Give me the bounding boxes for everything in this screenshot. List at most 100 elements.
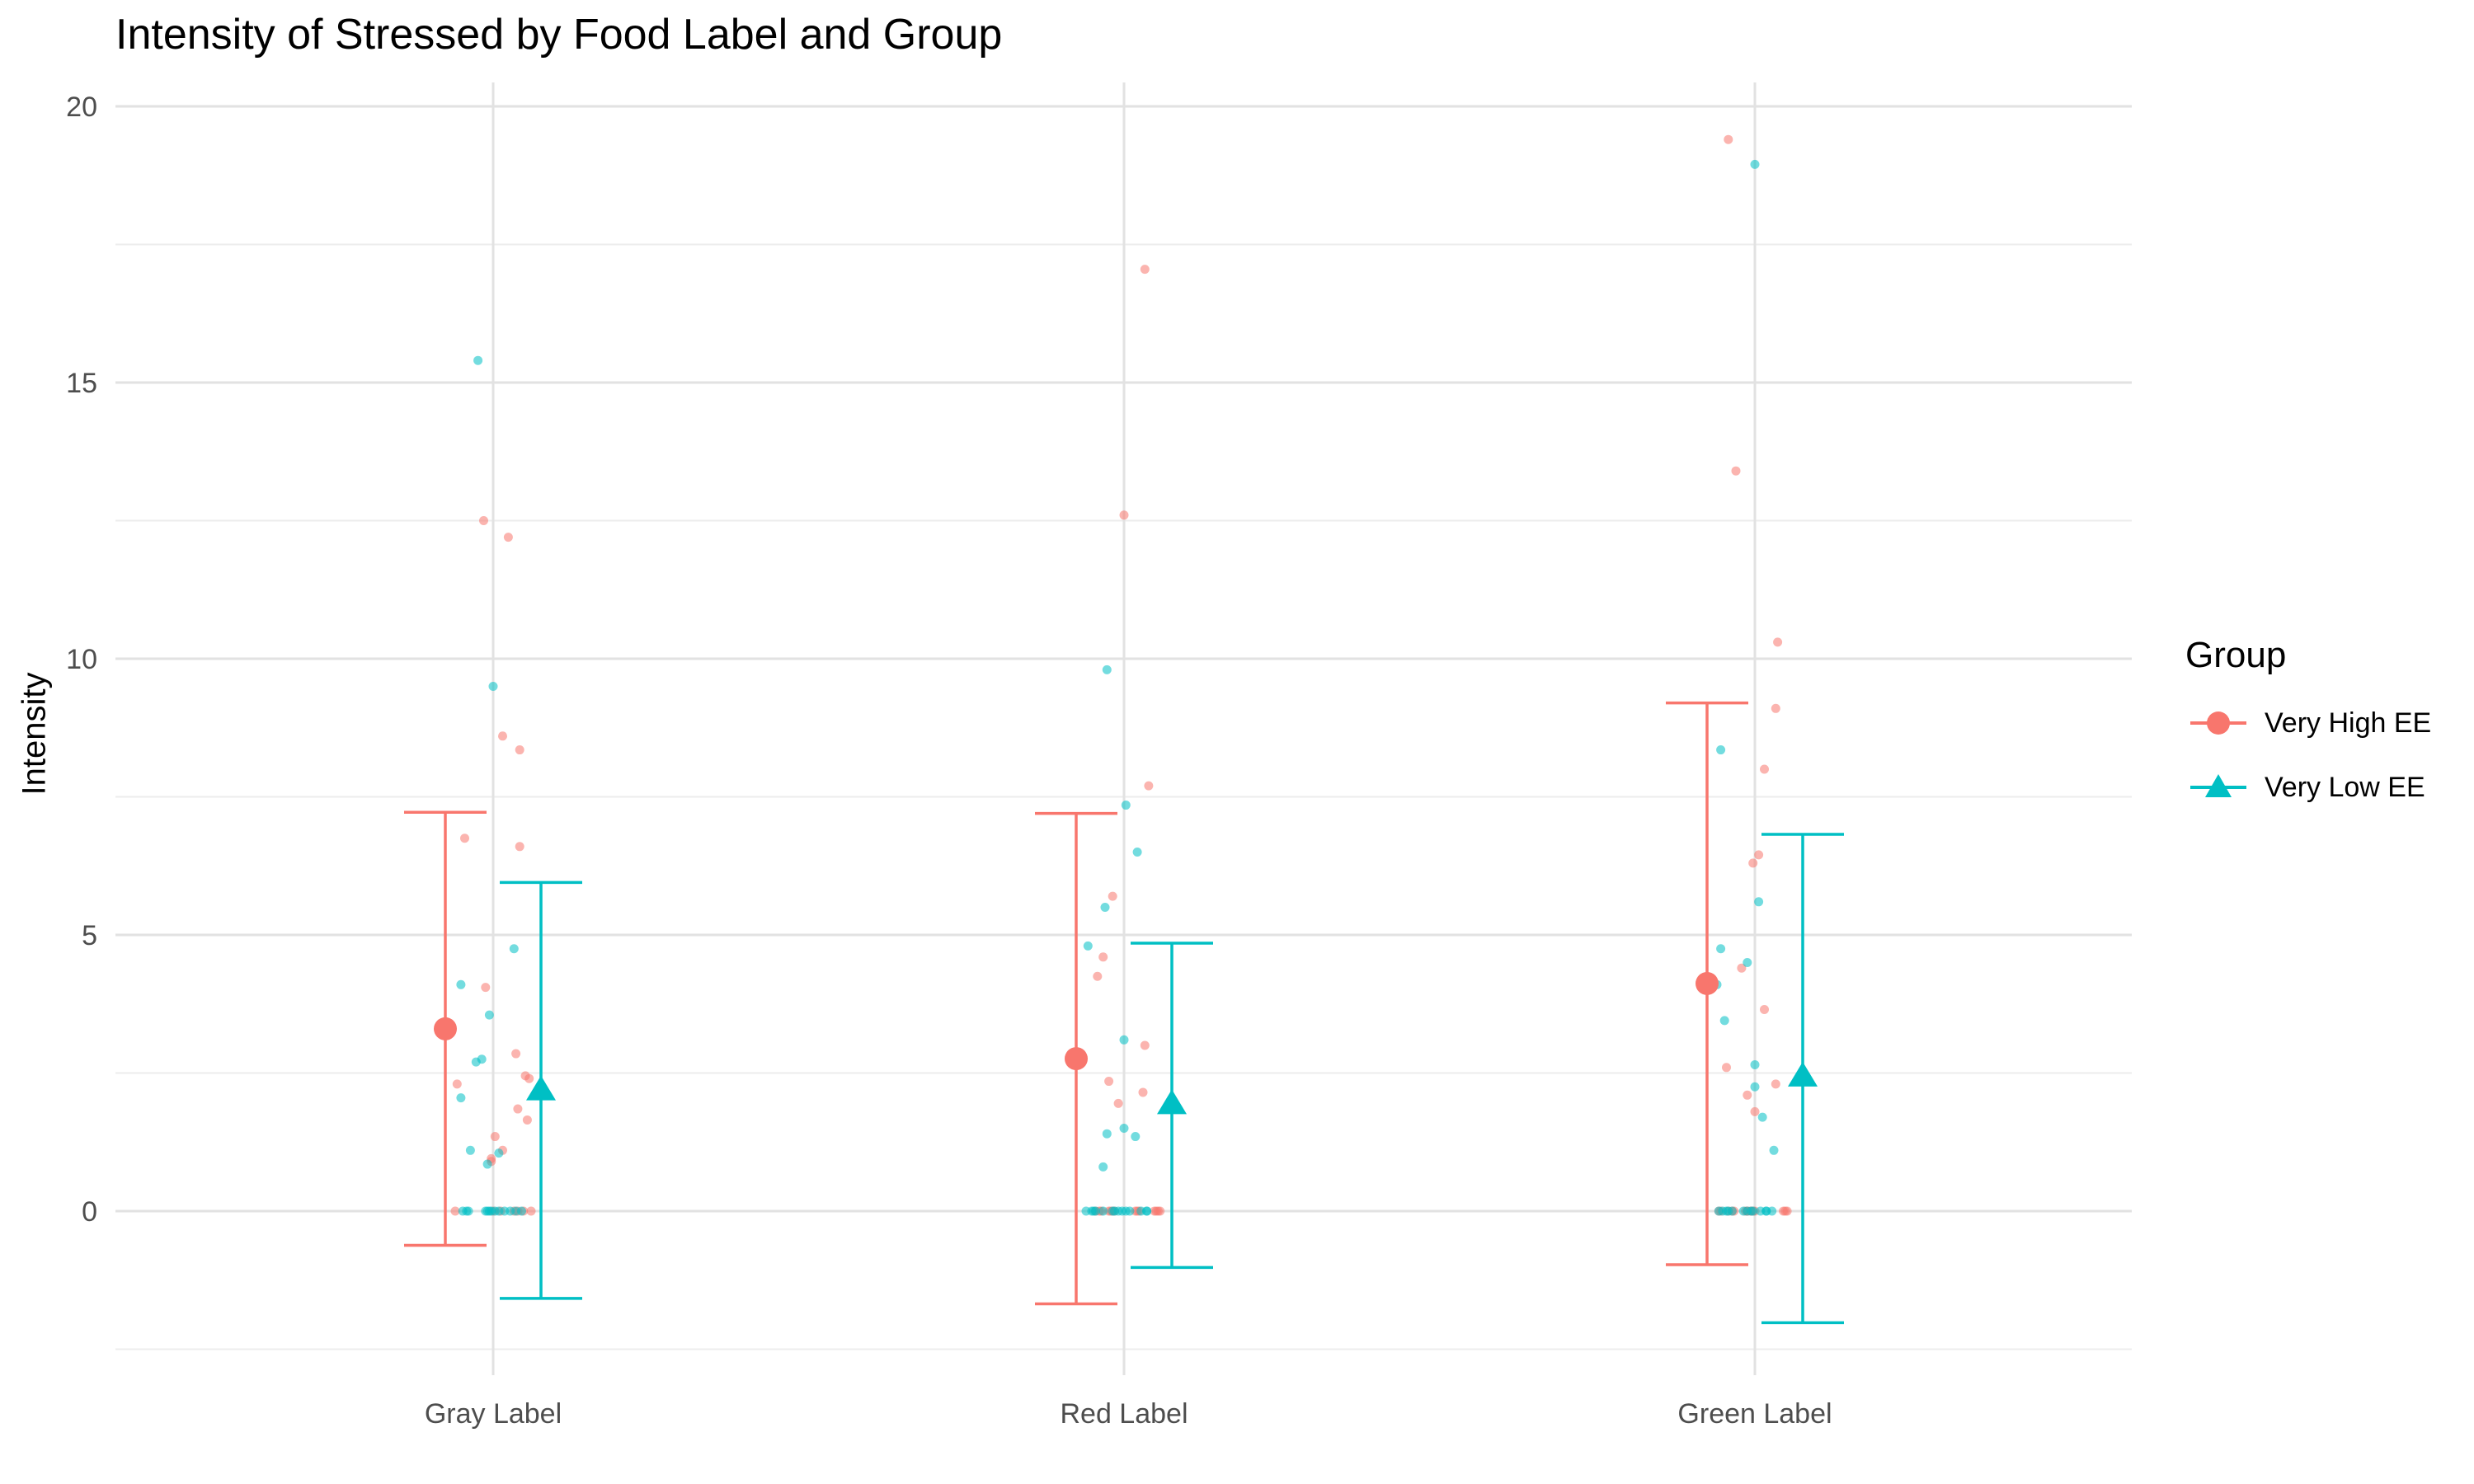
data-point — [1098, 952, 1108, 962]
data-point — [1100, 903, 1110, 912]
data-point — [450, 1206, 460, 1216]
mean-marker — [1065, 1047, 1088, 1071]
mean-marker — [1696, 971, 1719, 995]
data-point — [509, 944, 519, 954]
y-tick-label: 0 — [82, 1196, 97, 1228]
data-point — [1748, 858, 1758, 868]
y-tick-label: 10 — [66, 644, 97, 675]
data-point — [1767, 1206, 1777, 1216]
summary-marks — [404, 701, 1844, 1325]
data-point — [1083, 941, 1093, 951]
data-point — [1093, 971, 1103, 981]
data-point — [1140, 265, 1150, 275]
data-point — [1132, 848, 1142, 857]
data-point — [1108, 891, 1117, 901]
data-point — [1719, 1016, 1729, 1026]
data-point — [1771, 703, 1780, 713]
data-point — [511, 1049, 521, 1059]
data-point — [1113, 1098, 1123, 1108]
data-point — [515, 842, 524, 852]
data-point — [1754, 850, 1764, 860]
data-point — [1743, 958, 1752, 967]
data-point — [1750, 1082, 1760, 1092]
data-point — [1760, 1004, 1769, 1014]
mean-marker — [526, 1075, 556, 1101]
data-point — [1750, 1106, 1760, 1116]
data-point — [1155, 1206, 1165, 1216]
data-point — [481, 983, 491, 993]
data-point — [1731, 466, 1741, 476]
data-point — [1750, 159, 1760, 169]
x-tick-label: Red Label — [1060, 1398, 1188, 1430]
data-point — [1727, 1206, 1737, 1216]
data-point — [1782, 1206, 1792, 1216]
data-point — [526, 1206, 536, 1216]
data-point — [1098, 1162, 1108, 1172]
grid-lines — [115, 82, 2132, 1375]
data-point — [1773, 637, 1783, 647]
data-point — [1119, 510, 1129, 520]
data-point — [1750, 1059, 1760, 1069]
data-points — [450, 134, 1792, 1216]
data-point — [1119, 1035, 1129, 1045]
data-point — [473, 355, 483, 365]
y-tick-label: 5 — [82, 920, 97, 951]
data-point — [1102, 1129, 1112, 1139]
data-point — [498, 731, 507, 741]
data-point — [1121, 801, 1131, 810]
y-tick-label: 15 — [66, 368, 97, 399]
data-point — [1102, 665, 1112, 674]
legend-label: Very Low EE — [2265, 771, 2425, 803]
data-point — [452, 1079, 462, 1089]
data-point — [1142, 1206, 1152, 1216]
data-point — [517, 1206, 526, 1216]
axis-labels: 0 5 10 15 20 Gray Label Red Label Green Label — [66, 92, 1832, 1430]
data-point — [482, 1159, 492, 1169]
x-tick-label: Gray Label — [425, 1398, 562, 1430]
data-point — [1140, 1040, 1150, 1050]
legend: Group Very High EE Very Low EE — [2185, 635, 2431, 819]
data-point — [503, 533, 513, 542]
data-point — [490, 1132, 500, 1142]
y-tick-label: 20 — [66, 92, 97, 123]
circle-marker-icon — [2190, 711, 2246, 735]
data-point — [1737, 963, 1747, 973]
data-point — [1138, 1087, 1148, 1097]
legend-title: Group — [2185, 635, 2287, 675]
chart-title: Intensity of Stressed by Food Label and … — [115, 11, 1003, 59]
data-point — [1743, 1090, 1752, 1100]
data-point — [515, 745, 524, 755]
legend-item-very-high-ee: Very High EE — [2185, 691, 2431, 755]
data-point — [522, 1115, 532, 1125]
data-point — [1769, 1145, 1779, 1155]
data-point — [1131, 1132, 1141, 1142]
legend-item-very-low-ee: Very Low EE — [2185, 755, 2431, 819]
mean-marker — [434, 1017, 457, 1040]
data-point — [488, 682, 498, 691]
data-point — [1724, 134, 1733, 144]
data-point — [460, 834, 469, 843]
data-point — [465, 1145, 475, 1155]
mean-marker — [1788, 1061, 1818, 1087]
data-point — [494, 1148, 504, 1158]
data-point — [1760, 764, 1769, 774]
data-point — [463, 1206, 473, 1216]
data-point — [1716, 745, 1726, 755]
triangle-marker-icon — [2190, 774, 2246, 797]
data-point — [1748, 1206, 1758, 1216]
data-point — [484, 1010, 494, 1020]
data-point — [1144, 781, 1154, 791]
data-point — [1091, 1206, 1100, 1216]
data-point — [1104, 1077, 1114, 1087]
legend-label: Very High EE — [2265, 707, 2432, 739]
data-point — [1125, 1206, 1135, 1216]
data-point — [456, 1093, 466, 1103]
data-point — [524, 1073, 534, 1083]
data-point — [1754, 897, 1764, 907]
data-point — [1098, 1206, 1108, 1216]
data-point — [479, 516, 488, 525]
data-point — [1119, 1124, 1129, 1133]
x-tick-label: Green Label — [1677, 1398, 1832, 1430]
data-point — [1757, 1112, 1767, 1122]
